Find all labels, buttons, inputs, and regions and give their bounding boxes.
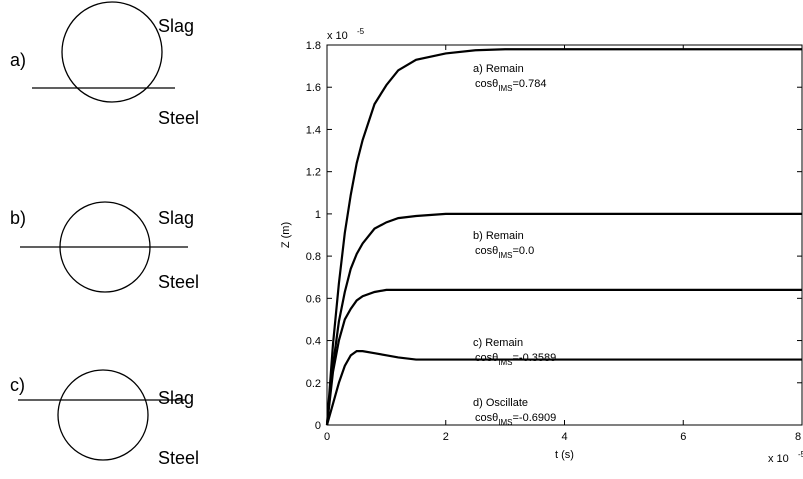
annotation-title: d) Oscillate — [473, 397, 528, 409]
y-tick-label: 1.6 — [306, 82, 321, 94]
y-tick-label: 0.2 — [306, 378, 321, 390]
phase-label: Steel — [158, 108, 199, 128]
annotation-formula: cosθIMS=0.784 — [475, 78, 546, 93]
diagram-label: b) — [10, 208, 26, 228]
series-line — [325, 350, 802, 426]
diagram-shapes — [18, 1, 188, 461]
y-tick-label: 1.4 — [306, 124, 321, 136]
multiplier-exponent: -5 — [798, 450, 803, 459]
subscript: IMS — [498, 418, 512, 427]
multiplier: x 10 — [768, 453, 789, 465]
annotation-formula: cosθIMS=-0.3589 — [475, 352, 556, 367]
phase-label: Slag — [158, 388, 194, 408]
annotation-formula: cosθIMS=-0.6909 — [475, 412, 556, 427]
y-tick-label: 0.6 — [306, 293, 321, 305]
value: =-0.6909 — [512, 412, 556, 424]
value: =0.0 — [512, 245, 534, 257]
y-tick-label: 1 — [315, 209, 321, 221]
phase-label: Steel — [158, 272, 199, 292]
diagram-label: a) — [10, 50, 26, 70]
annotation-title: b) Remain — [473, 230, 524, 242]
subscript: IMS — [498, 251, 512, 260]
symbol: cosθ — [475, 78, 498, 90]
bubble — [61, 1, 163, 103]
symbol: cosθ — [475, 412, 498, 424]
series-line — [325, 288, 802, 426]
x-tick-label: 8 — [795, 431, 801, 443]
series-line — [325, 48, 802, 426]
x-tick-label: 6 — [680, 431, 686, 443]
series-line — [325, 212, 802, 426]
y-tick-label: 1.2 — [306, 167, 321, 179]
y-tick-label: 0.8 — [306, 251, 321, 263]
phase-label: Steel — [158, 448, 199, 468]
chart: 0 0.2 0.4 0.6 0.8 1 1.2 1.4 1.6 1.8 0 2 4 6 8 t (s) Z (m… — [280, 27, 803, 465]
x-axis-label: t (s) — [555, 449, 574, 461]
annotation-title: c) Remain — [473, 337, 523, 349]
symbol: cosθ — [475, 245, 498, 257]
subscript: IMS — [498, 358, 512, 367]
annotation-formula: cosθIMS=0.0 — [475, 245, 534, 260]
bubble — [57, 369, 149, 461]
y-tick-label: 0.4 — [306, 336, 321, 348]
multiplier-exponent: -5 — [357, 27, 365, 36]
y-axis-label: Z (m) — [280, 222, 292, 248]
x-tick-label: 0 — [324, 431, 330, 443]
y-tick-label: 0 — [315, 420, 321, 432]
x-tick-label: 4 — [561, 431, 567, 443]
value: =0.784 — [512, 78, 546, 90]
diagram-label: c) — [10, 375, 25, 395]
phase-label: Slag — [158, 208, 194, 228]
phase-label: Slag — [158, 16, 194, 36]
multiplier: x 10 — [327, 30, 348, 42]
x-tick-label: 2 — [443, 431, 449, 443]
annotation-title: a) Remain — [473, 63, 524, 75]
subscript: IMS — [498, 84, 512, 93]
y-tick-label: 1.8 — [306, 40, 321, 52]
value: =-0.3589 — [512, 352, 556, 364]
plot-frame — [326, 44, 803, 426]
symbol: cosθ — [475, 352, 498, 364]
